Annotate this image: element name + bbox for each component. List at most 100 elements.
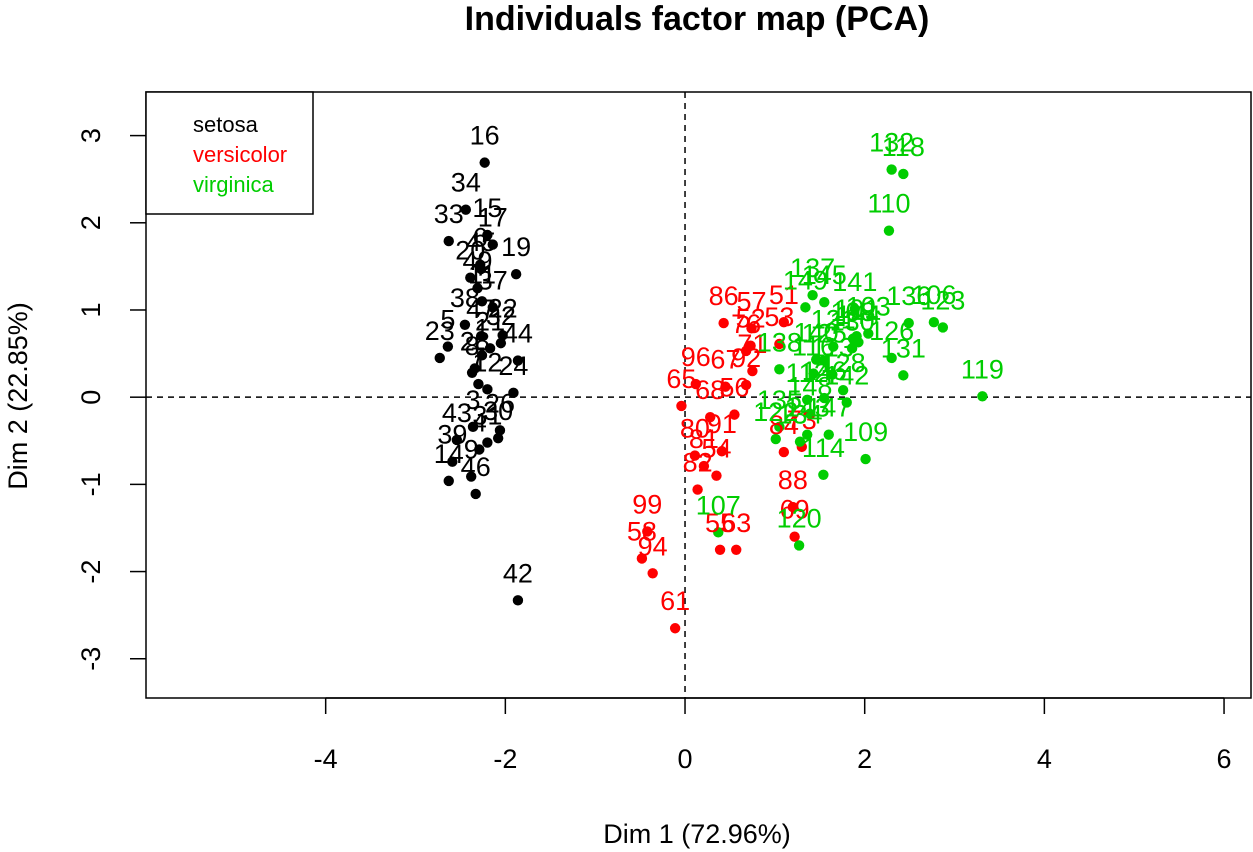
data-label: 116 — [792, 332, 835, 362]
data-point — [863, 328, 874, 339]
x-tick-label: 2 — [857, 744, 872, 774]
data-label: 49 — [462, 246, 492, 276]
data-label: 76 — [731, 309, 761, 339]
data-label: 88 — [778, 465, 808, 495]
data-point — [676, 400, 687, 412]
data-point — [475, 263, 487, 275]
data-point — [883, 225, 895, 236]
data-label: 103 — [846, 292, 891, 322]
data-point — [747, 365, 758, 377]
data-label: 23 — [425, 316, 455, 346]
data-point — [711, 470, 722, 481]
data-label: 99 — [632, 489, 662, 519]
data-label: 128 — [821, 348, 866, 378]
x-axis-label: Dim 1 (72.96%) — [603, 819, 791, 849]
data-label: 17 — [478, 203, 508, 233]
data-point — [827, 369, 838, 380]
x-tick-label: 0 — [678, 744, 693, 774]
data-point — [467, 421, 479, 433]
data-point — [470, 488, 481, 500]
data-label: 140 — [794, 318, 839, 348]
data-label: 63 — [721, 508, 751, 538]
data-point — [465, 272, 476, 283]
data-point — [476, 350, 488, 361]
data-label: 114 — [802, 433, 845, 463]
data-point — [495, 337, 507, 349]
data-point — [810, 354, 822, 365]
data-label: 15 — [472, 193, 502, 223]
data-point — [837, 385, 849, 396]
data-label: 22 — [488, 293, 518, 323]
data-point — [473, 378, 484, 390]
data-point — [841, 397, 852, 408]
data-label: 71 — [737, 329, 767, 359]
data-label: 107 — [696, 490, 741, 520]
data-label: 136 — [886, 281, 931, 311]
data-point — [484, 343, 496, 354]
x-tick-label: 6 — [1217, 744, 1232, 774]
data-point — [494, 425, 506, 436]
data-point — [819, 392, 830, 404]
data-label: 141 — [832, 267, 877, 297]
data-point — [714, 544, 726, 555]
data-point — [482, 229, 493, 241]
data-point — [793, 540, 805, 551]
data-point — [794, 436, 806, 447]
data-point — [647, 568, 658, 579]
data-point — [819, 296, 830, 308]
data-label: 120 — [777, 503, 822, 533]
data-label: 108 — [830, 297, 875, 327]
data-point — [669, 623, 681, 634]
data-label: 57 — [736, 286, 766, 316]
data-point — [823, 429, 834, 440]
data-label: 132 — [869, 128, 914, 158]
data-label: 9 — [464, 435, 479, 465]
data-point — [774, 364, 785, 375]
data-label: 125 — [802, 319, 847, 349]
data-point — [487, 239, 498, 250]
data-label: 91 — [707, 409, 737, 439]
data-label: 131 — [881, 333, 926, 363]
data-label: 33 — [434, 199, 464, 229]
legend-entry: setosa — [193, 112, 259, 137]
data-label: 67 — [710, 345, 740, 375]
data-label: 58 — [627, 516, 657, 546]
data-point — [443, 235, 454, 247]
data-point — [800, 302, 811, 313]
data-label: 14 — [434, 439, 464, 469]
data-point — [508, 387, 519, 399]
data-label: 119 — [961, 354, 1004, 384]
data-point — [928, 316, 940, 328]
y-tick-label: 2 — [76, 215, 106, 230]
data-point — [740, 379, 752, 391]
y-tick-label: 3 — [76, 128, 106, 143]
y-tick-label: -1 — [76, 472, 106, 496]
data-point — [828, 341, 839, 352]
data-label: 94 — [638, 531, 668, 561]
data-label: 113 — [811, 333, 854, 363]
data-point — [778, 446, 790, 458]
data-point — [636, 553, 648, 564]
data-point — [689, 450, 701, 461]
data-label: 149 — [783, 265, 828, 295]
data-label: 55 — [705, 508, 735, 538]
data-label: 6 — [473, 223, 488, 253]
data-point — [492, 432, 504, 444]
data-point — [487, 302, 498, 313]
data-label: 68 — [695, 375, 725, 405]
data-point — [475, 330, 487, 342]
data-point — [482, 384, 493, 395]
data-label: 134 — [777, 400, 822, 430]
data-label: 16 — [470, 121, 500, 151]
data-label: 96 — [681, 342, 711, 372]
data-point — [476, 296, 488, 307]
data-label: 44 — [503, 319, 533, 349]
data-label: 110 — [867, 189, 910, 219]
data-label: 12 — [472, 347, 502, 377]
data-label: 61 — [660, 586, 690, 616]
data-point — [510, 269, 522, 280]
data-point — [451, 434, 463, 446]
data-points — [434, 157, 988, 634]
legend-entry: versicolor — [193, 142, 287, 167]
